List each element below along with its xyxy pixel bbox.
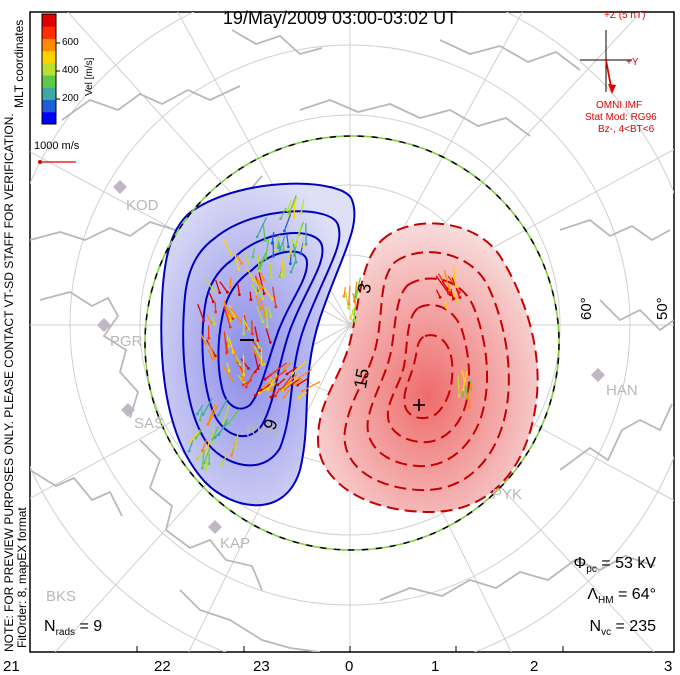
colorbar-swatch xyxy=(42,87,56,100)
colorbar-tick-label: 400 xyxy=(62,65,79,76)
mlt-tick-label: 3 xyxy=(664,658,672,675)
dawn-cell xyxy=(318,223,538,512)
station-label: KOD xyxy=(126,197,159,214)
imf-source-label: OMNI IMF xyxy=(596,100,642,111)
imf-z-label: +Z (5 nT) xyxy=(604,10,645,21)
imf-condition-label: Bz-, 4<BT<6 xyxy=(598,124,654,135)
mlt-tick-label: 0 xyxy=(345,658,353,675)
mlt-tick-label: 22 xyxy=(154,658,171,675)
mlt-tick-label: 21 xyxy=(3,658,20,675)
map-title: 19/May/2009 03:00-03:02 UT xyxy=(0,8,680,29)
velocity-vector xyxy=(344,287,346,296)
fit-order-note: FitOrder: 8, mapEX format xyxy=(15,507,29,648)
radar-count: Nrads = 9 xyxy=(44,618,102,638)
stat-model-label: Stat Mod: RG96 xyxy=(585,112,657,123)
colorbar-swatch xyxy=(42,112,56,125)
colorbar-tick-marks xyxy=(56,43,60,99)
reference-vector xyxy=(38,160,76,164)
colorbar-swatch xyxy=(42,63,56,76)
mlt-tick-label: 23 xyxy=(253,658,270,675)
colorbar-swatch xyxy=(42,38,56,51)
coordinate-system-label: MLT coordinates xyxy=(12,20,26,108)
colorbar-title: Vel [m/s] xyxy=(84,58,95,96)
station-label: BKS xyxy=(46,588,76,605)
velocity-vector xyxy=(346,292,349,308)
colorbar-swatch xyxy=(42,100,56,113)
velocity-colorbar xyxy=(42,14,56,125)
preview-note: NOTE: FOR PREVIEW PURPOSES ONLY. PLEASE … xyxy=(2,113,16,652)
station-label: SAS xyxy=(134,415,164,432)
station-label: KAP xyxy=(220,535,250,552)
mlt-axis-tick-marks xyxy=(30,644,674,652)
station-label: PGR xyxy=(110,333,143,350)
cross-polar-cap-potential: Φpc = 53 kV xyxy=(574,555,656,575)
colorbar-tick-label: 600 xyxy=(62,37,79,48)
mlt-tick-label: 1 xyxy=(431,658,439,675)
velocity-vector xyxy=(215,302,216,312)
contour-label: 15 xyxy=(350,367,374,390)
colorbar-swatch xyxy=(42,51,56,64)
velocity-vector xyxy=(250,292,251,300)
latitude-label: 60° xyxy=(578,297,595,320)
latitude-label: 50° xyxy=(654,297,671,320)
vector-count: Nvc = 235 xyxy=(590,618,657,638)
imf-y-label: +Y xyxy=(626,57,639,68)
colorbar-tick-label: 200 xyxy=(62,93,79,104)
colorbar-swatch xyxy=(42,75,56,88)
mlt-tick-label: 2 xyxy=(530,658,538,675)
station-label: HAN xyxy=(606,382,638,399)
station-label: PYK xyxy=(492,486,522,503)
imf-dial xyxy=(580,30,632,94)
hm-boundary-latitude: ΛHM = 64° xyxy=(587,586,656,606)
reference-vector-label: 1000 m/s xyxy=(34,140,79,152)
velocity-vector xyxy=(290,254,291,264)
